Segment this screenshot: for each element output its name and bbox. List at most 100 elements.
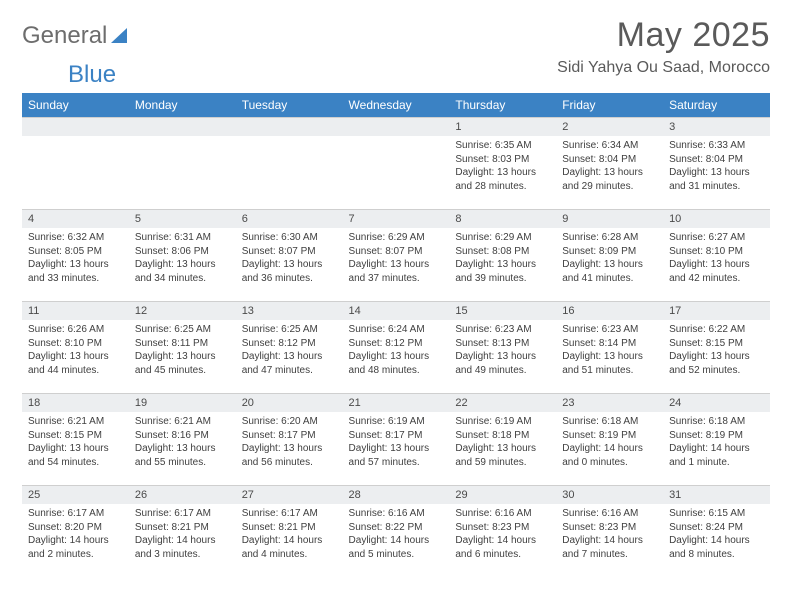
daylight-text-1: Daylight: 13 hours	[562, 258, 657, 272]
day-data: Sunrise: 6:20 AMSunset: 8:17 PMDaylight:…	[236, 412, 343, 473]
day-number: 19	[129, 394, 236, 412]
daylight-text-1: Daylight: 14 hours	[562, 534, 657, 548]
day-data: Sunrise: 6:19 AMSunset: 8:17 PMDaylight:…	[343, 412, 450, 473]
day-data: Sunrise: 6:23 AMSunset: 8:13 PMDaylight:…	[449, 320, 556, 381]
daylight-text-2: and 2 minutes.	[28, 548, 123, 562]
day-data: Sunrise: 6:17 AMSunset: 8:21 PMDaylight:…	[129, 504, 236, 565]
sunrise-text: Sunrise: 6:17 AM	[28, 507, 123, 521]
title-block: May 2025 Sidi Yahya Ou Saad, Morocco	[557, 16, 770, 77]
day-data: Sunrise: 6:22 AMSunset: 8:15 PMDaylight:…	[663, 320, 770, 381]
day-data: Sunrise: 6:31 AMSunset: 8:06 PMDaylight:…	[129, 228, 236, 289]
calendar-cell: 13Sunrise: 6:25 AMSunset: 8:12 PMDayligh…	[236, 302, 343, 394]
calendar-cell: 11Sunrise: 6:26 AMSunset: 8:10 PMDayligh…	[22, 302, 129, 394]
day-number: 27	[236, 486, 343, 504]
daylight-text-2: and 44 minutes.	[28, 364, 123, 378]
daylight-text-1: Daylight: 13 hours	[455, 166, 550, 180]
daylight-text-2: and 48 minutes.	[349, 364, 444, 378]
sail-icon	[111, 26, 131, 44]
weekday-header: Wednesday	[343, 93, 450, 118]
daylight-text-1: Daylight: 14 hours	[135, 534, 230, 548]
day-data: Sunrise: 6:19 AMSunset: 8:18 PMDaylight:…	[449, 412, 556, 473]
sunrise-text: Sunrise: 6:21 AM	[28, 415, 123, 429]
day-data: Sunrise: 6:29 AMSunset: 8:07 PMDaylight:…	[343, 228, 450, 289]
day-number: 15	[449, 302, 556, 320]
daylight-text-2: and 5 minutes.	[349, 548, 444, 562]
daylight-text-2: and 42 minutes.	[669, 272, 764, 286]
sunset-text: Sunset: 8:04 PM	[562, 153, 657, 167]
day-data: Sunrise: 6:27 AMSunset: 8:10 PMDaylight:…	[663, 228, 770, 289]
sunset-text: Sunset: 8:24 PM	[669, 521, 764, 535]
sunrise-text: Sunrise: 6:24 AM	[349, 323, 444, 337]
weekday-header: Thursday	[449, 93, 556, 118]
daylight-text-2: and 55 minutes.	[135, 456, 230, 470]
day-number: 25	[22, 486, 129, 504]
sunset-text: Sunset: 8:11 PM	[135, 337, 230, 351]
calendar-cell: 17Sunrise: 6:22 AMSunset: 8:15 PMDayligh…	[663, 302, 770, 394]
calendar-cell: 2Sunrise: 6:34 AMSunset: 8:04 PMDaylight…	[556, 118, 663, 210]
sunrise-text: Sunrise: 6:32 AM	[28, 231, 123, 245]
daylight-text-2: and 54 minutes.	[28, 456, 123, 470]
day-data: Sunrise: 6:18 AMSunset: 8:19 PMDaylight:…	[663, 412, 770, 473]
day-data: Sunrise: 6:16 AMSunset: 8:23 PMDaylight:…	[556, 504, 663, 565]
calendar-cell: 15Sunrise: 6:23 AMSunset: 8:13 PMDayligh…	[449, 302, 556, 394]
day-data: Sunrise: 6:16 AMSunset: 8:22 PMDaylight:…	[343, 504, 450, 565]
day-number: 3	[663, 118, 770, 136]
sunset-text: Sunset: 8:10 PM	[669, 245, 764, 259]
day-number: 21	[343, 394, 450, 412]
day-data: Sunrise: 6:17 AMSunset: 8:21 PMDaylight:…	[236, 504, 343, 565]
day-data: Sunrise: 6:18 AMSunset: 8:19 PMDaylight:…	[556, 412, 663, 473]
calendar-cell: 19Sunrise: 6:21 AMSunset: 8:16 PMDayligh…	[129, 394, 236, 486]
daylight-text-1: Daylight: 14 hours	[349, 534, 444, 548]
daylight-text-1: Daylight: 13 hours	[455, 258, 550, 272]
day-data: Sunrise: 6:35 AMSunset: 8:03 PMDaylight:…	[449, 136, 556, 197]
day-number: 11	[22, 302, 129, 320]
daylight-text-1: Daylight: 13 hours	[135, 258, 230, 272]
daylight-text-1: Daylight: 13 hours	[562, 350, 657, 364]
sunset-text: Sunset: 8:23 PM	[455, 521, 550, 535]
sunrise-text: Sunrise: 6:35 AM	[455, 139, 550, 153]
calendar-table: Sunday Monday Tuesday Wednesday Thursday…	[22, 93, 770, 578]
sunrise-text: Sunrise: 6:20 AM	[242, 415, 337, 429]
weekday-header: Tuesday	[236, 93, 343, 118]
calendar-cell: 6Sunrise: 6:30 AMSunset: 8:07 PMDaylight…	[236, 210, 343, 302]
sunrise-text: Sunrise: 6:16 AM	[455, 507, 550, 521]
daylight-text-2: and 52 minutes.	[669, 364, 764, 378]
daylight-text-2: and 8 minutes.	[669, 548, 764, 562]
daylight-text-1: Daylight: 13 hours	[349, 350, 444, 364]
weekday-header: Friday	[556, 93, 663, 118]
daylight-text-1: Daylight: 14 hours	[669, 534, 764, 548]
daylight-text-2: and 41 minutes.	[562, 272, 657, 286]
daylight-text-2: and 36 minutes.	[242, 272, 337, 286]
daylight-text-2: and 1 minute.	[669, 456, 764, 470]
calendar-cell: 14Sunrise: 6:24 AMSunset: 8:12 PMDayligh…	[343, 302, 450, 394]
day-number	[22, 118, 129, 136]
sunrise-text: Sunrise: 6:34 AM	[562, 139, 657, 153]
daylight-text-2: and 57 minutes.	[349, 456, 444, 470]
calendar-cell: 27Sunrise: 6:17 AMSunset: 8:21 PMDayligh…	[236, 486, 343, 578]
weekday-header: Monday	[129, 93, 236, 118]
sunrise-text: Sunrise: 6:18 AM	[562, 415, 657, 429]
sunset-text: Sunset: 8:19 PM	[562, 429, 657, 443]
sunset-text: Sunset: 8:18 PM	[455, 429, 550, 443]
sunrise-text: Sunrise: 6:16 AM	[562, 507, 657, 521]
calendar-cell: 1Sunrise: 6:35 AMSunset: 8:03 PMDaylight…	[449, 118, 556, 210]
sunset-text: Sunset: 8:22 PM	[349, 521, 444, 535]
daylight-text-1: Daylight: 13 hours	[28, 258, 123, 272]
day-number: 29	[449, 486, 556, 504]
calendar-cell: 12Sunrise: 6:25 AMSunset: 8:11 PMDayligh…	[129, 302, 236, 394]
sunrise-text: Sunrise: 6:16 AM	[349, 507, 444, 521]
daylight-text-2: and 34 minutes.	[135, 272, 230, 286]
day-number: 2	[556, 118, 663, 136]
daylight-text-1: Daylight: 14 hours	[669, 442, 764, 456]
calendar-cell: 28Sunrise: 6:16 AMSunset: 8:22 PMDayligh…	[343, 486, 450, 578]
daylight-text-2: and 6 minutes.	[455, 548, 550, 562]
day-data: Sunrise: 6:15 AMSunset: 8:24 PMDaylight:…	[663, 504, 770, 565]
calendar-cell: 24Sunrise: 6:18 AMSunset: 8:19 PMDayligh…	[663, 394, 770, 486]
daylight-text-1: Daylight: 13 hours	[349, 258, 444, 272]
day-number: 12	[129, 302, 236, 320]
sunset-text: Sunset: 8:05 PM	[28, 245, 123, 259]
day-number: 8	[449, 210, 556, 228]
calendar-cell: 31Sunrise: 6:15 AMSunset: 8:24 PMDayligh…	[663, 486, 770, 578]
calendar-body: 1Sunrise: 6:35 AMSunset: 8:03 PMDaylight…	[22, 118, 770, 578]
day-number: 9	[556, 210, 663, 228]
